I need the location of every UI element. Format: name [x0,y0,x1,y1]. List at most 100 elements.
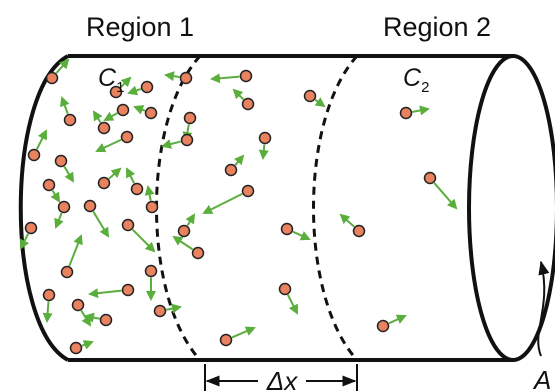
particle [183,111,197,125]
velocity-arrow [231,326,256,339]
particle [121,283,135,297]
cylinder [18,54,555,362]
velocity-arrow [50,189,61,203]
particle [24,221,38,235]
velocity-arrow [42,301,53,323]
velocity-arrow [433,182,458,210]
particles-group [20,58,458,355]
velocity-arrow [185,213,196,227]
c2-subscript: 2 [421,79,429,96]
velocity-arrow [232,88,245,101]
velocity-arrow [233,154,245,166]
cylinder-end-cap [467,54,555,362]
particle [376,319,390,333]
particle [97,121,111,135]
velocity-arrow [55,58,70,74]
region1-label: Region 1 [86,12,194,42]
particle [109,85,123,99]
region-boundary-right [312,54,359,362]
particle [241,184,255,198]
particle [60,265,74,279]
velocity-arrow [103,111,118,121]
velocity-arrow [20,233,30,250]
velocity-arrow [126,167,136,184]
area-pointer-arrow [537,260,550,357]
particle [57,200,71,214]
velocity-arrow [63,166,75,183]
particle [303,89,317,103]
velocity-arrow [388,314,407,325]
particle [71,298,85,312]
velocity-arrow [36,129,47,150]
velocity-arrow [95,138,122,153]
particle [177,224,191,238]
particle [153,304,167,318]
velocity-arrow [161,139,181,149]
particle [130,182,144,196]
particle [140,80,154,94]
particle [239,69,253,83]
area-label: A [532,365,551,391]
velocity-arrow [287,294,298,315]
particle [27,148,41,162]
c1-letter: C [98,64,117,92]
particle [144,264,158,278]
particle [219,333,233,347]
particle [83,199,97,213]
particle [69,341,83,355]
velocity-arrow [164,71,180,82]
particle [423,171,437,185]
velocity-arrow [127,85,142,96]
particle [120,130,134,144]
particle [180,133,194,147]
velocity-arrow [54,212,64,229]
particle [99,313,113,327]
velocity-arrow [80,310,92,327]
particle [280,222,294,236]
velocity-arrow [258,144,269,160]
velocity-arrow [339,213,355,228]
c2-letter: C [403,64,422,92]
region2-label: Region 2 [383,12,491,42]
particle [63,113,77,127]
particle [45,71,59,85]
particle [191,246,205,260]
particle [145,200,159,214]
particle [97,176,111,190]
delta-x-dimension: Δx [204,364,358,391]
particle [224,163,238,177]
velocity-arrow [119,76,132,89]
particle [399,106,413,120]
particle [278,282,292,296]
c2-label: C2 [403,64,429,96]
c1-subscript: 1 [116,79,124,96]
velocity-arrow [92,110,103,124]
particle [179,71,193,85]
velocity-arrow [144,185,155,201]
velocity-arrow [202,193,243,214]
area-pointer: A [532,260,551,391]
velocity-arrow [166,303,182,314]
velocity-arrow [133,105,146,115]
velocity-arrow [412,105,430,116]
velocity-arrow [92,211,110,238]
velocity-arrow [68,234,83,267]
velocity-arrow [84,312,100,323]
velocity-arrow [60,96,70,115]
particle [144,106,158,120]
particle [241,97,255,111]
c1-label: C1 [98,64,124,96]
particle [258,131,272,145]
velocity-arrow [81,340,94,350]
particle [116,103,130,117]
particle [121,218,135,232]
velocity-arrow [172,235,194,251]
delta-x-label: Δx [266,366,298,391]
velocity-arrow [292,230,311,241]
particle [42,178,56,192]
particle [42,288,56,302]
velocity-arrow [88,288,122,299]
velocity-arrow [210,73,240,84]
velocity-arrow [131,228,156,253]
